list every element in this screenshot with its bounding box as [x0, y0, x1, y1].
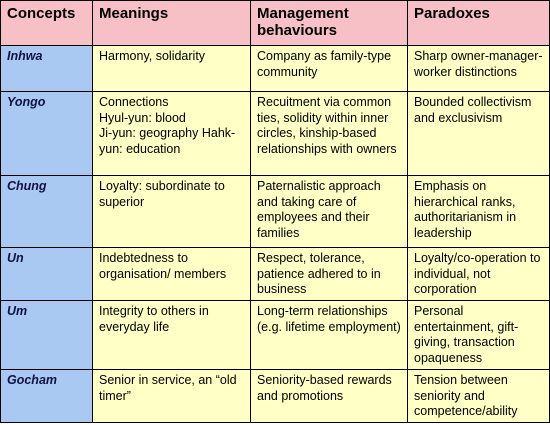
table-cell: Connections Hyul-yun: blood Ji-yun: geogra…: [92, 91, 251, 176]
concept-cell: Chung: [0, 175, 93, 248]
header-cell: Meanings: [92, 0, 251, 46]
table-cell: Indebtedness to organisation/ members: [92, 247, 251, 301]
table-row: Gocham Senior in service, an “old timer” S…: [0, 369, 550, 423]
cell-line: Hyul-yun: blood: [99, 110, 186, 125]
table-body: Inhwa Harmony, solidarity Company as famil…: [0, 45, 550, 423]
header-row: Concepts Meanings Management behaviours Par…: [0, 0, 550, 46]
table-cell: Tension between seniority and competence…: [407, 369, 550, 423]
table-cell: Paternalistic approach and taking care o…: [250, 175, 408, 248]
table-cell: Bounded collectivism and exclusivism: [407, 91, 550, 176]
table-cell: Long-term relationships (e.g. lifetime e…: [250, 300, 408, 370]
table-cell: Integrity to others in everyday life: [92, 300, 251, 370]
concept-cell: Yongo: [0, 91, 93, 176]
table-cell: Loyalty/co-operation to individual, not …: [407, 247, 550, 301]
table-row: Um Integrity to others in everyday life Lo…: [0, 300, 550, 370]
header-cell: Paradoxes: [407, 0, 550, 46]
table-cell: Emphasis on hierarchical ranks, authorit…: [407, 175, 550, 248]
header-cell: Management behaviours: [250, 0, 408, 46]
table-cell: Personal entertainment, gift-giving, tra…: [407, 300, 550, 370]
concept-cell: Um: [0, 300, 93, 370]
concept-cell: Gocham: [0, 369, 93, 423]
concept-cell: Inhwa: [0, 45, 93, 92]
table-cell: Sharp owner-manager-worker distinctions: [407, 45, 550, 92]
table-cell: Respect, tolerance, patience adhered to …: [250, 247, 408, 301]
table-row: Un Indebtedness to organisation/ members R…: [0, 247, 550, 301]
table-cell: Loyalty: subordinate to superior: [92, 175, 251, 248]
table-row: Yongo Connections Hyul-yun: blood Ji-yun: g…: [0, 91, 550, 176]
cell-line: Ji-yun: geography Hahk-yun: education: [99, 126, 236, 156]
table-cell: Company as family-type community: [250, 45, 408, 92]
table-cell: Harmony, solidarity: [92, 45, 251, 92]
table-cell: Recuitment via common ties, solidity wit…: [250, 91, 408, 176]
header-cell: Concepts: [0, 0, 93, 46]
table-row: Inhwa Harmony, solidarity Company as famil…: [0, 45, 550, 92]
table-cell: Senior in service, an “old timer”: [92, 369, 251, 423]
table-header: Concepts Meanings Management behaviours Par…: [0, 0, 550, 46]
table-cell: Seniority-based rewards and promotions: [250, 369, 408, 423]
cell-line: Connections: [99, 95, 169, 109]
table-row: Chung Loyalty: subordinate to superior Pat…: [0, 175, 550, 248]
concept-cell: Un: [0, 247, 93, 301]
